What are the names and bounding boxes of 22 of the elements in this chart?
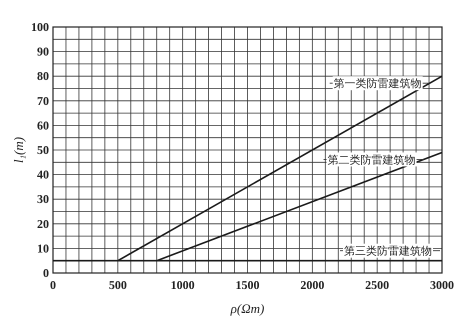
- y-tick-label: 30: [37, 192, 49, 206]
- y-tick-label: 80: [37, 69, 49, 84]
- series-label: 第三类防雷建筑物: [344, 244, 432, 258]
- y-tick-label: 70: [37, 94, 49, 108]
- x-tick-label: 1000: [170, 278, 195, 292]
- y-axis-title: l₁(m): [11, 136, 26, 164]
- x-axis-title: ρ(Ωm): [230, 301, 264, 316]
- y-tick-label: 0: [43, 266, 49, 280]
- y-tick-label: 60: [37, 118, 49, 132]
- series-label: 第二类防雷建筑物: [328, 153, 416, 166]
- x-tick-label: 500: [108, 278, 127, 292]
- x-tick-label: 1500: [236, 278, 260, 292]
- y-tick-label: 40: [37, 168, 49, 182]
- y-tick-label: 90: [37, 44, 49, 59]
- y-tick-label: 50: [37, 143, 49, 157]
- series-label: 第一类防雷建筑物: [334, 77, 422, 90]
- y-tick-label: 20: [37, 216, 49, 231]
- y-tick-label: 100: [31, 20, 49, 34]
- x-tick-label: 2000: [300, 278, 324, 292]
- x-tick-label: 3000: [430, 278, 454, 292]
- x-tick-label: 2500: [365, 278, 390, 292]
- y-tick-label: 10: [37, 241, 49, 256]
